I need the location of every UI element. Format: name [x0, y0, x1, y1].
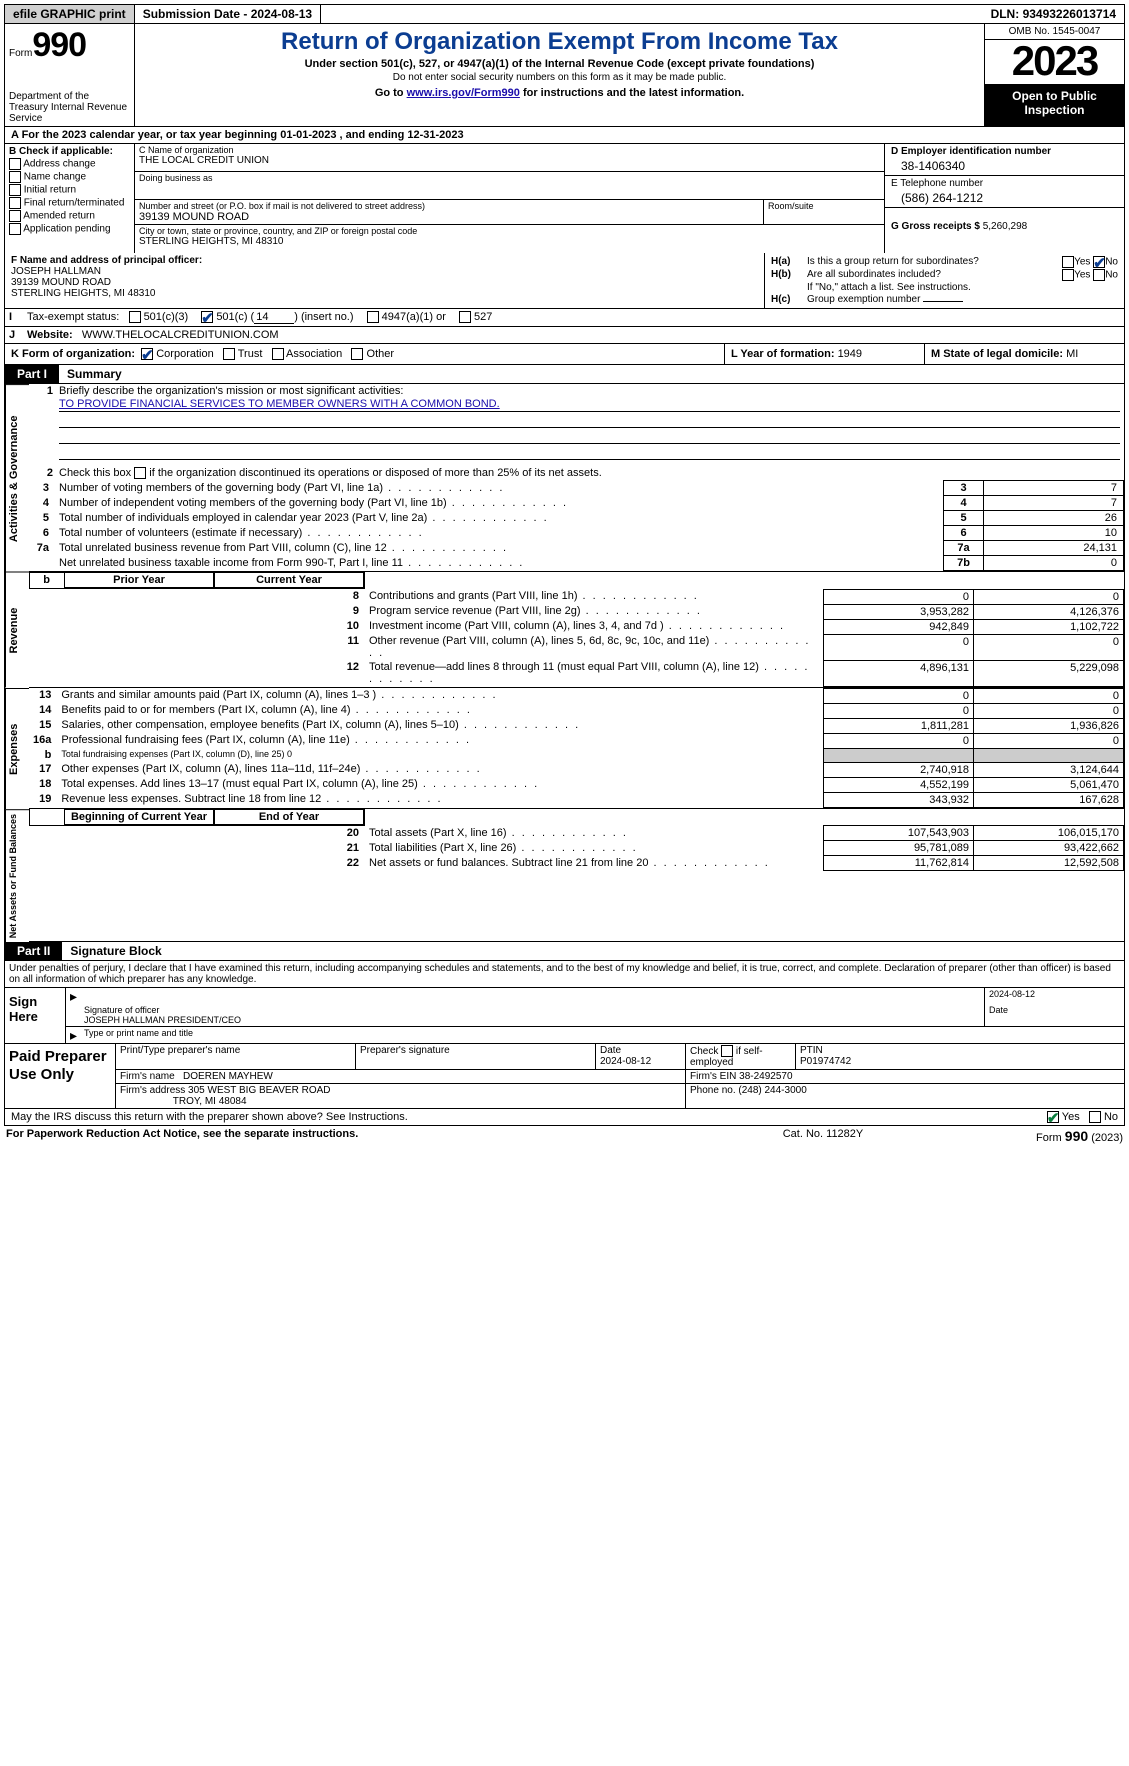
- top-bar: efile GRAPHIC print Submission Date - 20…: [4, 4, 1125, 24]
- chk-application-pending[interactable]: Application pending: [9, 223, 124, 235]
- officer-signature-name: JOSEPH HALLMAN PRESIDENT/CEO: [84, 1015, 241, 1025]
- section-c-name-address: C Name of organization THE LOCAL CREDIT …: [135, 144, 884, 253]
- governance-row: 5Total number of individuals employed in…: [29, 511, 1124, 526]
- revenue-row: 9Program service revenue (Part VIII, lin…: [29, 604, 1124, 619]
- ssn-note: Do not enter social security numbers on …: [141, 72, 978, 83]
- chk-4947[interactable]: [367, 311, 379, 323]
- firm-name: DOEREN MAYHEW: [183, 1071, 273, 1082]
- preparer-date: 2024-08-12: [600, 1056, 651, 1067]
- form-title: Return of Organization Exempt From Incom…: [141, 28, 978, 56]
- net-assets-row: 20Total assets (Part X, line 16)107,543,…: [29, 826, 1124, 841]
- website-row: Website: WWW.THELOCALCREDITUNION.COM: [23, 327, 1124, 343]
- chk-name-change[interactable]: Name change: [9, 171, 124, 183]
- chk-discontinued[interactable]: [134, 467, 146, 479]
- chk-501c3[interactable]: [129, 311, 141, 323]
- sign-date: 2024-08-12: [984, 988, 1124, 1004]
- chk-other-org[interactable]: [351, 348, 363, 360]
- governance-row: 4Number of independent voting members of…: [29, 496, 1124, 511]
- governance-row: 6Total number of volunteers (estimate if…: [29, 526, 1124, 541]
- section-b-checkboxes: B Check if applicable: Address change Na…: [5, 144, 135, 253]
- net-assets-row: 22Net assets or fund balances. Subtract …: [29, 856, 1124, 871]
- firm-ein: 38-2492570: [739, 1071, 792, 1082]
- vlabel-net-assets: Net Assets or Fund Balances: [5, 809, 29, 942]
- chk-527[interactable]: [459, 311, 471, 323]
- revenue-row: 10Investment income (Part VIII, column (…: [29, 619, 1124, 634]
- governance-row: 3Number of voting members of the governi…: [29, 481, 1124, 496]
- form-of-organization: K Form of organization: Corporation Trus…: [5, 344, 724, 364]
- chk-501c-other[interactable]: [201, 311, 213, 323]
- discuss-yes[interactable]: [1047, 1111, 1059, 1123]
- chk-initial-return[interactable]: Initial return: [9, 184, 124, 196]
- net-assets-row: 21Total liabilities (Part X, line 26)95,…: [29, 841, 1124, 856]
- revenue-row: 11Other revenue (Part VIII, column (A), …: [29, 634, 1124, 660]
- ein: 38-1406340: [891, 159, 1118, 173]
- expense-row: 14Benefits paid to or for members (Part …: [29, 703, 1124, 718]
- section-f-officer: F Name and address of principal officer:…: [5, 253, 764, 308]
- tax-year: 2023: [985, 40, 1124, 85]
- goto-line: Go to www.irs.gov/Form990 for instructio…: [141, 87, 978, 99]
- h-b-no[interactable]: [1093, 269, 1105, 281]
- website-value: WWW.THELOCALCREDITUNION.COM: [82, 329, 279, 341]
- dept-label: Department of the Treasury Internal Reve…: [9, 91, 130, 124]
- chk-association[interactable]: [272, 348, 284, 360]
- h-a-yes[interactable]: [1062, 256, 1074, 268]
- part-i-header: Part I Summary: [4, 365, 1125, 384]
- section-h-group: H(a) Is this a group return for subordin…: [764, 253, 1124, 308]
- arrow-icon: ▸: [66, 988, 80, 1004]
- discuss-with-preparer: May the IRS discuss this return with the…: [4, 1109, 1125, 1126]
- group-exemption-number: [923, 301, 963, 302]
- part-ii-header: Part II Signature Block: [4, 942, 1125, 961]
- line-a-tax-year: A For the 2023 calendar year, or tax yea…: [4, 127, 1125, 144]
- form-header: Form990 Department of the Treasury Inter…: [4, 24, 1125, 127]
- telephone: (586) 264-1212: [891, 191, 1118, 205]
- chk-trust[interactable]: [223, 348, 235, 360]
- efile-print-button[interactable]: efile GRAPHIC print: [5, 5, 135, 23]
- state-of-domicile: M State of legal domicile: MI: [924, 344, 1124, 364]
- chk-address-change[interactable]: Address change: [9, 158, 124, 170]
- h-a-no[interactable]: [1093, 256, 1105, 268]
- expense-row: 13Grants and similar amounts paid (Part …: [29, 688, 1124, 703]
- chk-self-employed[interactable]: [721, 1045, 733, 1057]
- chk-amended-return[interactable]: Amended return: [9, 210, 124, 222]
- ptin: P01974742: [800, 1056, 851, 1067]
- submission-date: Submission Date - 2024-08-13: [135, 5, 321, 23]
- expense-row: 18Total expenses. Add lines 13–17 (must …: [29, 777, 1124, 792]
- revenue-row: 12Total revenue—add lines 8 through 11 (…: [29, 660, 1124, 686]
- revenue-row: 8Contributions and grants (Part VIII, li…: [29, 589, 1124, 604]
- h-b-yes[interactable]: [1062, 269, 1074, 281]
- vlabel-revenue: Revenue: [5, 572, 29, 688]
- discuss-no[interactable]: [1089, 1111, 1101, 1123]
- street-address: 39139 MOUND ROAD: [139, 211, 759, 223]
- governance-row: 7aTotal unrelated business revenue from …: [29, 541, 1124, 556]
- gross-receipts: 5,260,298: [983, 221, 1028, 232]
- tax-exempt-status: Tax-exempt status: 501(c)(3) 501(c) (14)…: [23, 309, 1124, 326]
- open-to-public: Open to Public Inspection: [985, 85, 1124, 126]
- vlabel-governance: Activities & Governance: [5, 384, 29, 572]
- governance-row: Net unrelated business taxable income fr…: [29, 556, 1124, 571]
- expense-row: 16aProfessional fundraising fees (Part I…: [29, 733, 1124, 748]
- footer: For Paperwork Reduction Act Notice, see …: [4, 1126, 1125, 1144]
- section-d-e-g: D Employer identification number 38-1406…: [884, 144, 1124, 253]
- penalty-statement: Under penalties of perjury, I declare th…: [4, 961, 1125, 988]
- city-state-zip: STERLING HEIGHTS, MI 48310: [139, 236, 880, 247]
- org-name: THE LOCAL CREDIT UNION: [139, 155, 880, 166]
- expense-row: bTotal fundraising expenses (Part IX, co…: [29, 748, 1124, 762]
- firm-address: 305 WEST BIG BEAVER ROAD: [188, 1085, 330, 1096]
- dln: DLN: 93493226013714: [983, 5, 1124, 23]
- paid-preparer-block: Paid Preparer Use Only Print/Type prepar…: [4, 1044, 1125, 1109]
- vlabel-expenses: Expenses: [5, 688, 29, 809]
- firm-phone: (248) 244-3000: [738, 1085, 806, 1096]
- chk-corporation[interactable]: [141, 348, 153, 360]
- expense-row: 17Other expenses (Part IX, column (A), l…: [29, 762, 1124, 777]
- form-id-block: Form990 Department of the Treasury Inter…: [5, 24, 135, 126]
- chk-final-return[interactable]: Final return/terminated: [9, 197, 124, 209]
- form-subtitle: Under section 501(c), 527, or 4947(a)(1)…: [141, 58, 978, 70]
- sign-here-block: Sign Here ▸ 2024-08-12 Signature of offi…: [4, 988, 1125, 1044]
- expense-row: 19Revenue less expenses. Subtract line 1…: [29, 792, 1124, 807]
- officer-name: JOSEPH HALLMAN: [11, 266, 101, 277]
- mission-text: TO PROVIDE FINANCIAL SERVICES TO MEMBER …: [59, 398, 1120, 412]
- year-of-formation: L Year of formation: 1949: [724, 344, 924, 364]
- irs-link[interactable]: www.irs.gov/Form990: [407, 87, 520, 99]
- expense-row: 15Salaries, other compensation, employee…: [29, 718, 1124, 733]
